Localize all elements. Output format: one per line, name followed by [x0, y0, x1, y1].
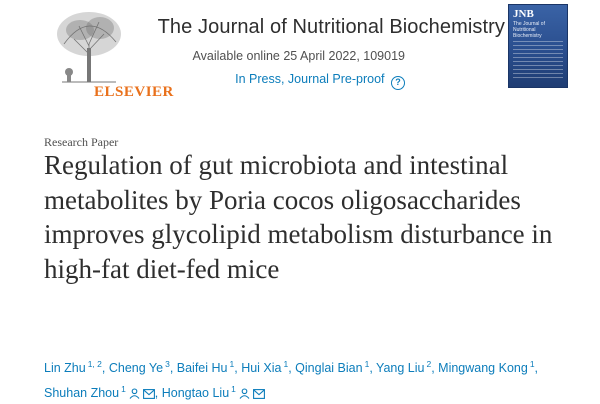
journal-title-link[interactable]: The Journal of Nutritional Biochemistry: [157, 16, 505, 38]
author-affiliation[interactable]: 3: [165, 359, 170, 369]
author-link[interactable]: Lin Zhu 1, 2: [44, 359, 102, 375]
author-name[interactable]: Mingwang Kong: [438, 361, 528, 375]
author-affiliation[interactable]: 1: [231, 384, 236, 394]
author-name[interactable]: Hongtao Liu: [161, 386, 230, 400]
author-affiliation[interactable]: 1: [121, 384, 126, 394]
author-affiliation[interactable]: 2: [426, 359, 432, 369]
availability-date: Available online 25 April 2022, 109019: [192, 49, 405, 63]
author-link[interactable]: Baifei Hu 1: [176, 359, 235, 375]
author-affiliation[interactable]: 1, 2: [87, 359, 102, 369]
person-icon[interactable]: [239, 388, 250, 399]
email-icon[interactable]: [142, 389, 155, 399]
journal-cover-thumbnail[interactable]: JNB The Journal of Nutritional Biochemis…: [508, 4, 568, 88]
author-link[interactable]: Cheng Ye 3: [108, 359, 170, 375]
author-link[interactable]: Shuhan Zhou 1: [44, 384, 155, 400]
author-name[interactable]: Yang Liu: [376, 361, 425, 375]
author-name[interactable]: Qinglai Bian: [295, 361, 363, 375]
author-name[interactable]: Hui Xia: [241, 361, 282, 375]
author-affiliation[interactable]: 1: [283, 359, 289, 369]
help-circle-icon[interactable]: ?: [391, 76, 405, 90]
author-affiliation[interactable]: 1: [364, 359, 370, 369]
article-status[interactable]: In Press, Journal Pre-proof ?: [0, 72, 405, 90]
author-name[interactable]: Baifei Hu: [176, 361, 228, 375]
cover-decoration: [513, 41, 563, 81]
cover-abbreviation: JNB: [513, 8, 534, 20]
author-name[interactable]: Shuhan Zhou: [44, 386, 120, 400]
author-link[interactable]: Qinglai Bian 1: [295, 359, 370, 375]
author-link[interactable]: Mingwang Kong 1: [438, 359, 535, 375]
author-link[interactable]: Hongtao Liu 1: [161, 384, 265, 400]
author-link[interactable]: Yang Liu 2: [376, 359, 432, 375]
journal-header: ELSEVIER The Journal of Nutritional Bioc…: [0, 0, 600, 110]
author-name[interactable]: Cheng Ye: [108, 361, 164, 375]
journal-info: The Journal of Nutritional Biochemistry: [0, 16, 505, 39]
email-icon[interactable]: [252, 389, 265, 399]
author-name[interactable]: Lin Zhu: [44, 361, 86, 375]
publisher-name: ELSEVIER: [94, 84, 174, 100]
article-status-label[interactable]: In Press, Journal Pre-proof: [235, 72, 385, 86]
article-type: Research Paper: [44, 135, 119, 149]
author-affiliation[interactable]: 1: [229, 359, 235, 369]
cover-subtitle: The Journal of Nutritional Biochemistry: [513, 21, 545, 39]
author-affiliation[interactable]: 1: [529, 359, 535, 369]
author-link[interactable]: Hui Xia 1: [241, 359, 289, 375]
person-icon[interactable]: [129, 388, 140, 399]
elsevier-tree-logo[interactable]: ELSEVIER: [44, 4, 173, 100]
author-list: Lin Zhu 1, 2, Cheng Ye 3, Baifei Hu 1, Hui …: [44, 359, 539, 400]
article-title: Regulation of gut microbiota and intesti…: [44, 150, 553, 284]
